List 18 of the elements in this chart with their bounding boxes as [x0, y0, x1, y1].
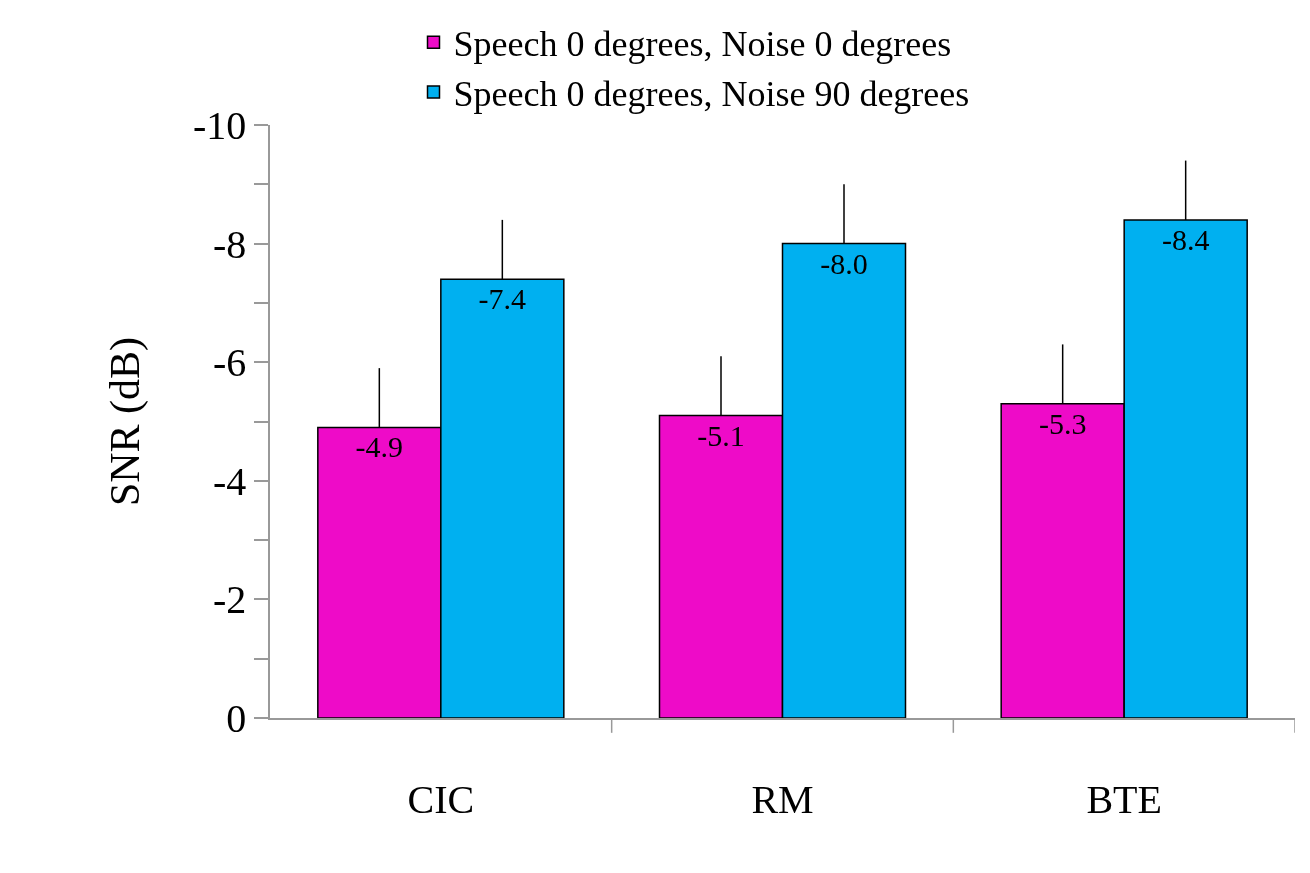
legend-label: Speech 0 degrees, Noise 90 degrees — [453, 74, 970, 115]
data-label: -8.0 — [820, 246, 868, 280]
y-tick-label: -4 — [212, 458, 247, 504]
x-tick-label: CIC — [407, 776, 475, 822]
data-label: -5.3 — [1038, 406, 1087, 440]
legend-label: Speech 0 degrees, Noise 0 degrees — [453, 24, 952, 65]
y-axis-title: SNR (dB) — [102, 336, 150, 507]
data-label: -7.4 — [478, 282, 527, 316]
x-tick-label: RM — [751, 776, 814, 822]
data-label: -5.1 — [697, 418, 745, 452]
y-tick-label: -2 — [212, 577, 247, 623]
y-tick-label: -8 — [212, 221, 247, 267]
y-tick-label: -10 — [192, 103, 247, 148]
data-label: -4.9 — [355, 430, 404, 464]
x-tick-label: BTE — [1086, 776, 1162, 822]
data-label: -8.4 — [1161, 222, 1210, 256]
y-tick-label: -6 — [212, 340, 247, 386]
y-tick-label: 0 — [226, 696, 247, 741]
